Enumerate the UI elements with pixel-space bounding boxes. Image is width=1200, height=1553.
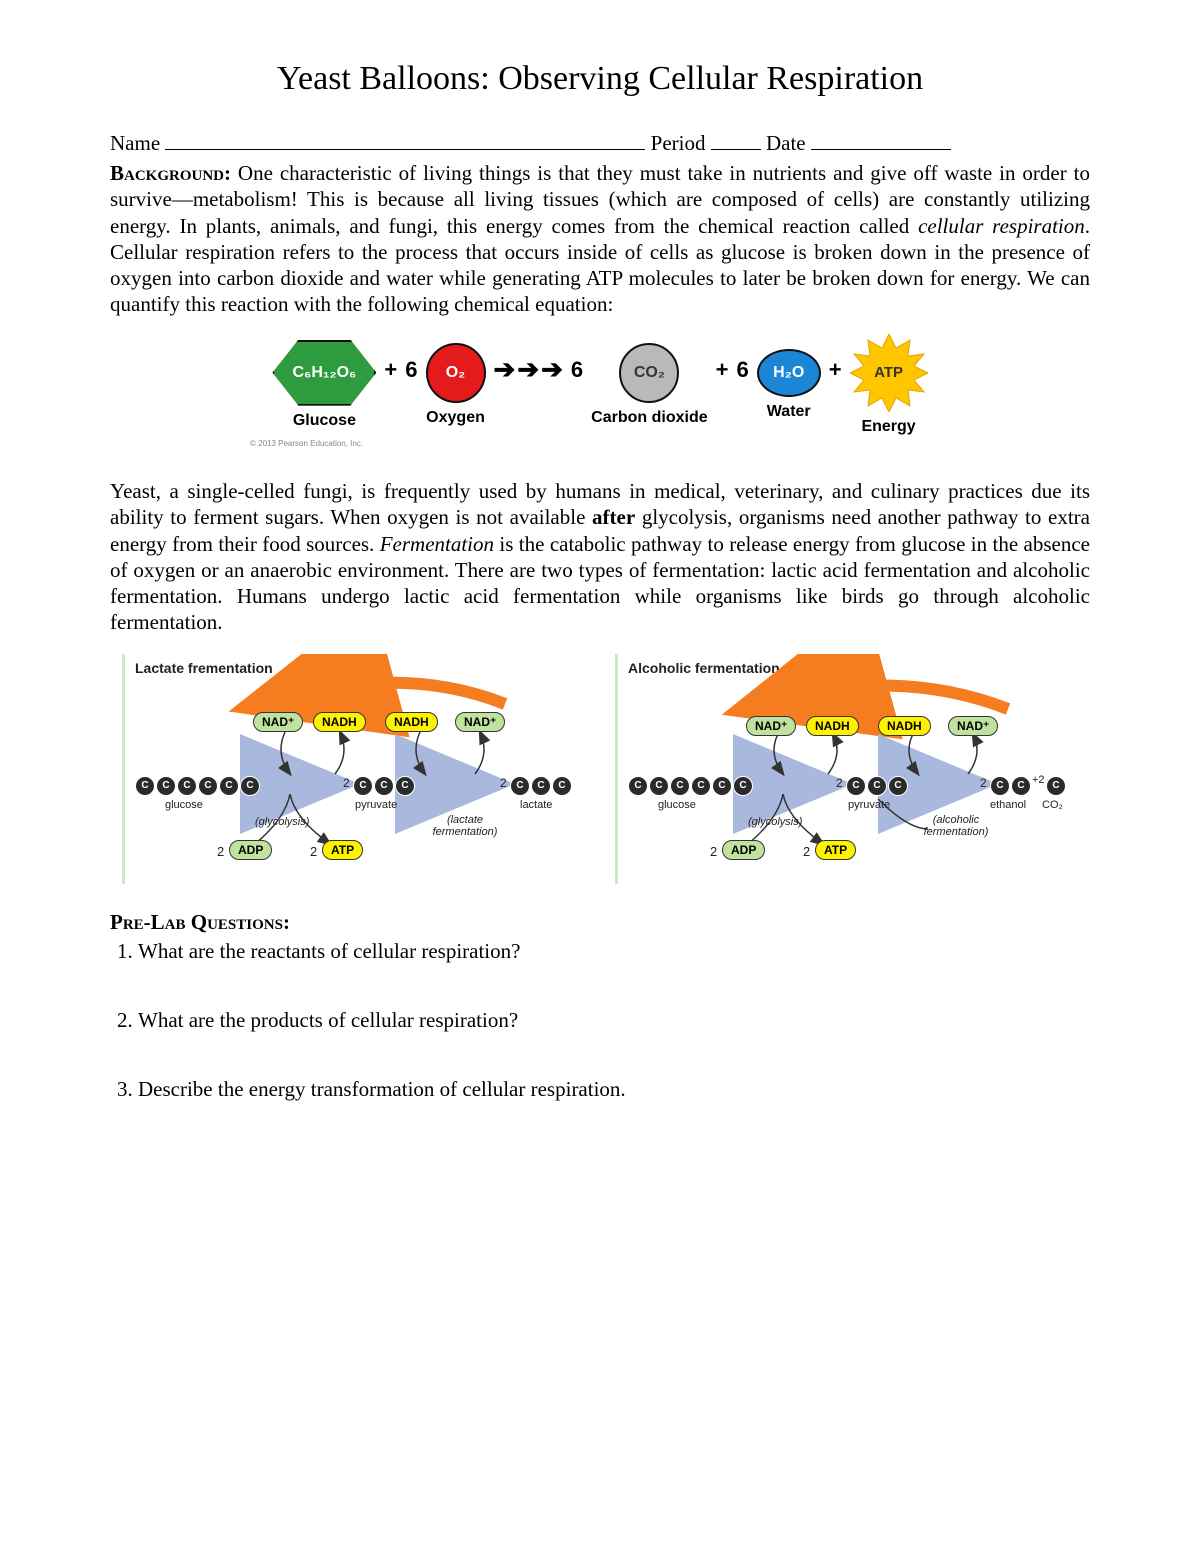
co2-ball: C [1046, 776, 1066, 796]
adp-pill: ADP [722, 840, 765, 860]
glucose-label: Glucose [293, 412, 356, 430]
glucose-label: glucose [658, 799, 696, 811]
water-label: Water [767, 403, 811, 421]
coef-o2: 6 [405, 357, 417, 383]
two-label: 2 [343, 776, 350, 790]
water-formula: H₂O [773, 364, 804, 382]
atp-pill: ATP [815, 840, 856, 860]
nadh-pill: NADH [313, 712, 366, 732]
water-ellipse: H₂O [757, 349, 821, 397]
period-blank[interactable] [711, 126, 761, 150]
glucose-hexagon: C₆H₁₂O₆ [272, 340, 376, 406]
reaction-arrows: ➔ ➔ ➔ [494, 355, 563, 385]
two-label: 2 [500, 776, 507, 790]
oxygen-molecule: O₂ Oxygen [426, 343, 486, 427]
background-label: Background: [110, 161, 231, 185]
nad-pill: NAD⁺ [746, 716, 796, 736]
prelab-heading: Pre-Lab Questions: [110, 910, 1090, 935]
water-molecule: H₂O Water [757, 349, 821, 421]
two-label: 2 [710, 844, 717, 859]
glucose-label: glucose [165, 799, 203, 811]
pyruvate-label: pyruvate [355, 799, 397, 811]
worksheet-page: Yeast Balloons: Observing Cellular Respi… [0, 0, 1200, 1553]
oxygen-formula: O₂ [446, 364, 466, 382]
prelab-section: Pre-Lab Questions: What are the reactant… [110, 910, 1090, 1102]
date-label: Date [766, 131, 806, 155]
co2-formula: CO₂ [634, 364, 665, 382]
atp-molecule: ATP Energy [850, 334, 928, 436]
atp-pill: ATP [322, 840, 363, 860]
adp-pill: ADP [229, 840, 272, 860]
co2-circle: CO₂ [619, 343, 679, 403]
glucose-molecule: C₆H₁₂O₆ Glucose [272, 340, 376, 430]
copyright-text: © 2013 Pearson Education, Inc. [250, 439, 950, 448]
lactate-chain: CCC [510, 776, 572, 796]
atp-label: Energy [861, 418, 915, 436]
ethanol-label: ethanol [990, 799, 1026, 811]
period-label: Period [651, 131, 706, 155]
student-info-line: Name Period Date [110, 126, 1090, 156]
glycolysis-label: (glycolysis) [748, 816, 802, 828]
arrow-icon: ➔ [541, 355, 563, 385]
cellular-respiration-term: cellular respiration [918, 214, 1085, 238]
alcoholic-fermentation-panel: Alcoholic fermentation NAD⁺ NADH [615, 654, 1078, 884]
fermentation-diagrams: Lactate frementation NAD⁺ NADH NADH [110, 654, 1090, 884]
two-label: 2 [803, 844, 810, 859]
glucose-chain: CCCCCC [628, 776, 753, 796]
name-blank[interactable] [165, 126, 645, 150]
nadh-pill: NADH [806, 716, 859, 736]
equation-row: C₆H₁₂O₆ Glucose + 6 O₂ Oxygen ➔ ➔ ➔ 6 CO… [250, 334, 950, 436]
atp-sun: ATP [850, 334, 928, 412]
fermentation-term: Fermentation [380, 532, 494, 556]
co2-label: Carbon dioxide [591, 409, 707, 427]
question-2: What are the products of cellular respir… [138, 1008, 1090, 1033]
nad-pill: NAD⁺ [455, 712, 505, 732]
co2-molecule: CO₂ Carbon dioxide [591, 343, 707, 427]
pyruvate-chain: CCC [353, 776, 415, 796]
pyruvate-label: pyruvate [848, 799, 890, 811]
atp-formula: ATP [874, 364, 903, 381]
coef-h2o: 6 [736, 357, 748, 383]
alcoholic-ferm-label: (alcoholic fermentation) [916, 814, 996, 838]
ethanol-chain: CC [990, 776, 1031, 796]
lactate-ferm-label: (lactate fermentation) [425, 814, 505, 838]
arrow-icon: ➔ [517, 355, 539, 385]
atp-core: ATP [864, 348, 914, 398]
oxygen-circle: O₂ [426, 343, 486, 403]
two-label: 2 [980, 776, 987, 790]
plus-1: + [384, 357, 397, 383]
page-title: Yeast Balloons: Observing Cellular Respi… [110, 60, 1090, 98]
question-1: What are the reactants of cellular respi… [138, 939, 1090, 964]
co2-label: CO₂ [1042, 799, 1063, 811]
glucose-chain: CCCCCC [135, 776, 260, 796]
question-3: Describe the energy transformation of ce… [138, 1077, 1090, 1102]
nadh-pill: NADH [385, 712, 438, 732]
pyruvate-chain: CCC [846, 776, 908, 796]
glucose-formula: C₆H₁₂O₆ [293, 364, 357, 382]
plus-2: + [716, 357, 729, 383]
glycolysis-label: (glycolysis) [255, 816, 309, 828]
question-list: What are the reactants of cellular respi… [138, 939, 1090, 1102]
nad-pill: NAD⁺ [948, 716, 998, 736]
after-bold: after [592, 505, 635, 529]
fermentation-paragraph: Yeast, a single-celled fungi, is frequen… [110, 478, 1090, 636]
two-label: 2 [836, 776, 843, 790]
two-label: 2 [310, 844, 317, 859]
nadh-pill: NADH [878, 716, 931, 736]
two-label: 2 [217, 844, 224, 859]
background-paragraph: Background: One characteristic of living… [110, 160, 1090, 318]
lactate-fermentation-panel: Lactate frementation NAD⁺ NADH NADH [122, 654, 585, 884]
coef-co2: 6 [571, 357, 583, 383]
date-blank[interactable] [811, 126, 951, 150]
plus-3: + [829, 357, 842, 383]
oxygen-label: Oxygen [426, 409, 485, 427]
name-label: Name [110, 131, 160, 155]
nad-pill: NAD⁺ [253, 712, 303, 732]
lactate-label: lactate [520, 799, 552, 811]
respiration-equation-diagram: C₆H₁₂O₆ Glucose + 6 O₂ Oxygen ➔ ➔ ➔ 6 CO… [250, 334, 950, 449]
arrow-icon: ➔ [494, 355, 516, 385]
